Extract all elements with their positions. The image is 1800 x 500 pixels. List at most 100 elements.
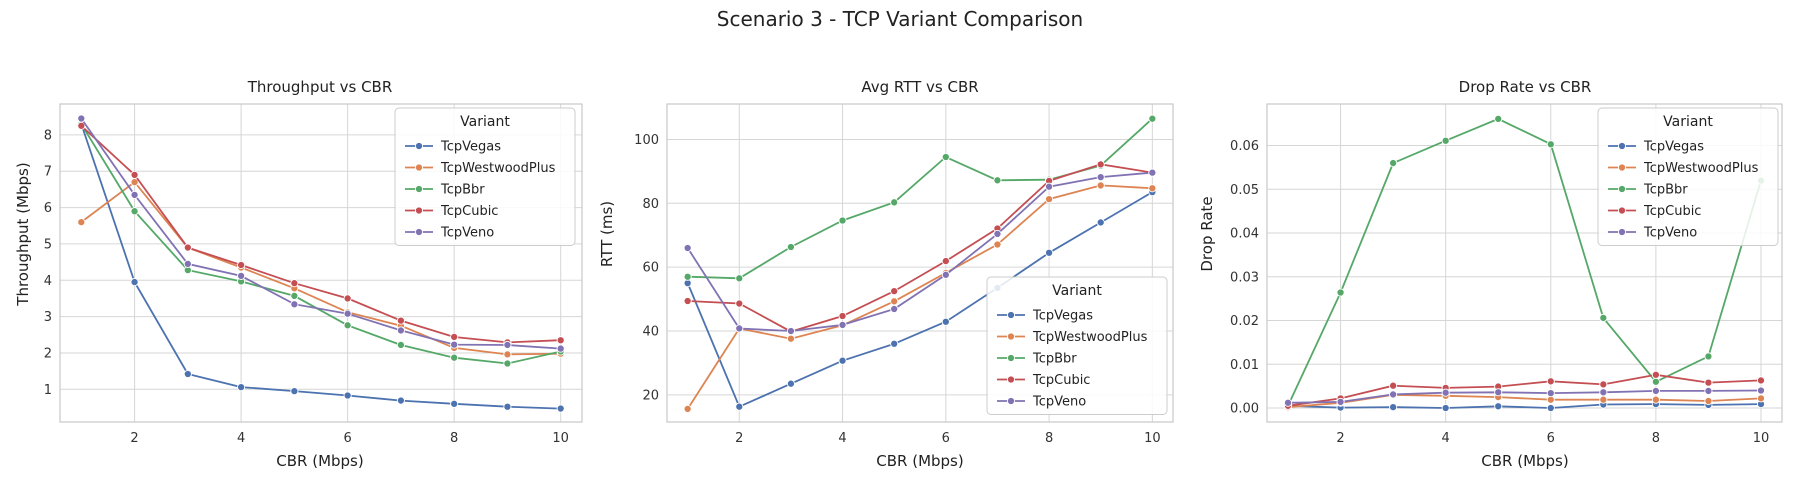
x-tick-label: 8 [1652, 431, 1660, 446]
legend-marker [1617, 227, 1627, 237]
series-line [1287, 373, 1762, 407]
x-tick-label: 10 [1753, 431, 1770, 446]
data-point [1651, 395, 1660, 404]
data-point [396, 396, 405, 405]
data-point [450, 340, 459, 349]
data-point [503, 340, 512, 350]
legend-marker [414, 184, 424, 194]
data-point [1441, 388, 1450, 397]
y-tick-label: 0.01 [1230, 358, 1259, 373]
legend-title: Variant [1663, 114, 1713, 130]
y-tick-label: 5 [44, 237, 52, 252]
data-point [890, 297, 899, 306]
series-line [80, 125, 561, 344]
series-line [686, 171, 1153, 332]
data-point [941, 317, 950, 326]
data-point [890, 304, 899, 314]
data-point [503, 350, 512, 359]
x-tick-label: 8 [450, 431, 458, 446]
series-line [80, 123, 561, 410]
data-point [735, 402, 744, 411]
data-point [396, 326, 405, 335]
data-point [838, 311, 847, 321]
data-point [735, 324, 744, 333]
data-point [1148, 168, 1157, 177]
axes-frame [59, 103, 583, 423]
data-point [343, 309, 352, 318]
data-point [237, 260, 246, 270]
legend-entry: TcpBbr [1032, 352, 1077, 367]
legend-entry: TcpWestwoodPlus [1032, 330, 1148, 345]
x-axis-label: CBR (Mbps) [276, 452, 363, 470]
data-point [1441, 403, 1450, 413]
y-axis-label: Throughput (Mbps) [14, 162, 32, 306]
panel-title: Drop Rate vs CBR [1459, 78, 1592, 96]
data-point [1389, 159, 1398, 168]
series-TcpBbr [683, 114, 1157, 283]
x-tick-label: 4 [1442, 431, 1450, 446]
series-line [80, 117, 561, 350]
y-tick-label: 0.03 [1230, 270, 1259, 285]
series-TcpVegas [1283, 400, 1766, 413]
legend-entry: TcpCubic [1032, 373, 1090, 388]
series-line [686, 184, 1153, 410]
data-point [735, 274, 744, 283]
data-point [183, 259, 192, 268]
data-point [1096, 218, 1105, 227]
data-point [1756, 376, 1766, 385]
series-TcpVeno [77, 114, 565, 353]
y-tick-label: 40 [642, 325, 659, 340]
y-axis-label: Drop Rate [1198, 196, 1216, 271]
data-point [1599, 395, 1608, 404]
legend-marker [1006, 310, 1016, 320]
legend-marker [1006, 396, 1016, 406]
legend-marker [414, 206, 424, 215]
data-point [1389, 381, 1398, 390]
y-axis-label: RTT (ms) [598, 201, 616, 267]
data-point [683, 272, 692, 281]
legend-entry: TcpVegas [1032, 309, 1093, 324]
data-point [503, 359, 512, 368]
series-line [80, 123, 561, 365]
data-point [993, 229, 1002, 238]
data-point [130, 207, 139, 216]
data-point [1389, 403, 1398, 412]
data-point [556, 404, 565, 413]
x-tick-label: 8 [1045, 431, 1053, 446]
x-tick-label: 6 [343, 431, 351, 446]
legend-entry: TcpCubic [440, 204, 498, 219]
series-TcpVegas [683, 188, 1157, 411]
data-point [1704, 386, 1713, 395]
data-point [343, 294, 352, 303]
data-point [1096, 160, 1105, 169]
legend-box [394, 107, 576, 246]
x-tick-label: 4 [237, 431, 245, 446]
legend-marker [1006, 353, 1016, 363]
legend: Variant TcpVegas TcpWestwoodPlus TcpBbr TcpC… [394, 107, 576, 246]
x-tick-label: 10 [552, 431, 569, 446]
data-point [130, 170, 139, 179]
legend-entry: TcpBbr [440, 183, 485, 198]
data-point [683, 404, 692, 413]
data-point [1546, 403, 1555, 413]
legend-title: Variant [460, 114, 510, 130]
data-point [890, 339, 899, 348]
series-line [1287, 403, 1762, 409]
legend-entry: TcpBbr [1643, 183, 1688, 198]
data-point [786, 334, 795, 343]
data-point [786, 379, 795, 388]
data-point [1599, 313, 1608, 322]
data-point [786, 326, 795, 336]
legend-entry: TcpVegas [1643, 140, 1704, 155]
axes-frame [1266, 103, 1783, 423]
y-tick-label: 0.02 [1230, 314, 1259, 329]
data-point [396, 316, 405, 325]
legend-marker [414, 227, 424, 237]
legend-marker [1617, 206, 1627, 215]
data-point [1599, 388, 1608, 397]
legend-entry: TcpVegas [440, 140, 501, 155]
series-line [687, 163, 1153, 333]
data-point [1148, 114, 1157, 123]
legend-entry: TcpCubic [1643, 204, 1701, 219]
